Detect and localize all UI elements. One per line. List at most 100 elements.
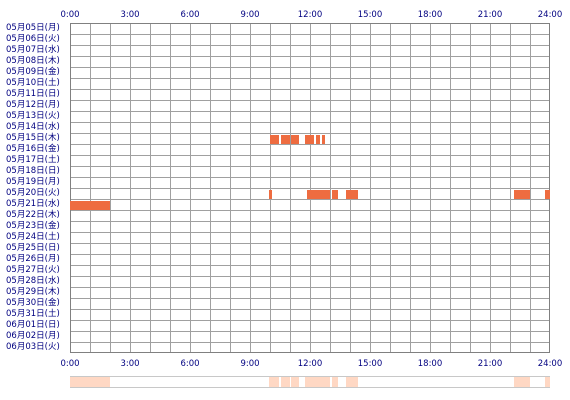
date-label: 05月06日(火) [6, 34, 60, 44]
summary-segment [307, 377, 330, 387]
date-label: 05月10日(土) [6, 78, 60, 88]
date-label: 05月09日(金) [6, 67, 60, 77]
hour-label: 0:00 [60, 10, 80, 20]
grid-day-line [71, 254, 549, 255]
date-label: 05月14日(水) [6, 122, 60, 132]
hour-label: 15:00 [357, 359, 383, 369]
date-label: 05月21日(水) [6, 199, 60, 209]
hour-label: 24:00 [537, 10, 563, 20]
daily-summary-bar [70, 376, 550, 388]
date-label: 06月02日(月) [6, 331, 60, 341]
grid-day-line [71, 210, 549, 211]
grid-day-line [71, 155, 549, 156]
grid-day-line [71, 111, 549, 112]
date-label: 05月24日(土) [6, 232, 60, 242]
grid-day-line [71, 177, 549, 178]
summary-segment [70, 377, 110, 387]
grid-day-line [71, 45, 549, 46]
date-label: 05月17日(土) [6, 155, 60, 165]
date-label: 05月31日(土) [6, 309, 60, 319]
date-label: 06月01日(日) [6, 320, 60, 330]
grid-day-line [71, 78, 549, 79]
grid-day-line [71, 298, 549, 299]
hour-label: 12:00 [297, 359, 323, 369]
summary-segment [545, 377, 550, 387]
grid-day-line [71, 166, 549, 167]
grid-day-line [71, 199, 549, 200]
activity-block [70, 201, 110, 210]
hour-label: 21:00 [477, 359, 503, 369]
date-label: 05月25日(日) [6, 243, 60, 253]
date-label: 05月18日(日) [6, 166, 60, 176]
hour-label: 6:00 [180, 359, 200, 369]
grid-day-line [71, 188, 549, 189]
activity-block [316, 135, 320, 144]
summary-segment [346, 377, 358, 387]
grid-day-line [71, 309, 549, 310]
grid-day-line [71, 342, 549, 343]
grid-day-line [71, 232, 549, 233]
date-label: 05月28日(水) [6, 276, 60, 286]
date-label: 05月07日(水) [6, 45, 60, 55]
hour-label: 21:00 [477, 10, 503, 20]
date-label: 05月15日(木) [6, 133, 60, 143]
activity-block [291, 135, 299, 144]
summary-segment [514, 377, 530, 387]
hour-label: 18:00 [417, 10, 443, 20]
activity-block [545, 190, 550, 199]
date-label: 05月22日(木) [6, 210, 60, 220]
date-label: 05月12日(月) [6, 100, 60, 110]
grid-day-line [71, 276, 549, 277]
grid-day-line [71, 56, 549, 57]
date-label: 05月08日(木) [6, 56, 60, 66]
date-label: 05月20日(火) [6, 188, 60, 198]
activity-block [270, 135, 279, 144]
date-label: 05月19日(月) [6, 177, 60, 187]
date-label: 05月30日(金) [6, 298, 60, 308]
grid-day-line [71, 133, 549, 134]
grid-day-line [71, 67, 549, 68]
hour-label: 12:00 [297, 10, 323, 20]
summary-segment [332, 377, 338, 387]
grid-day-line [71, 320, 549, 321]
grid-day-line [71, 89, 549, 90]
hour-label: 0:00 [60, 359, 80, 369]
grid-day-line [71, 287, 549, 288]
grid-day-line [71, 331, 549, 332]
timeline-grid [70, 23, 550, 353]
summary-segment [281, 377, 290, 387]
grid-day-line [71, 144, 549, 145]
summary-segment [270, 377, 279, 387]
date-label: 06月03日(火) [6, 342, 60, 352]
summary-segment [291, 377, 299, 387]
date-label: 05月05日(月) [6, 23, 60, 33]
hour-label: 15:00 [357, 10, 383, 20]
activity-block [346, 190, 358, 199]
hour-label: 9:00 [240, 359, 260, 369]
hour-label: 3:00 [120, 10, 140, 20]
hour-label: 24:00 [537, 359, 563, 369]
summary-segment [269, 377, 272, 387]
hour-label: 9:00 [240, 10, 260, 20]
date-label: 05月23日(金) [6, 221, 60, 231]
activity-block [305, 135, 314, 144]
activity-block [281, 135, 290, 144]
date-label: 05月26日(月) [6, 254, 60, 264]
date-label: 05月13日(火) [6, 111, 60, 121]
grid-day-line [71, 221, 549, 222]
grid-day-line [71, 34, 549, 35]
hour-label: 6:00 [180, 10, 200, 20]
date-label: 05月11日(日) [6, 89, 60, 99]
grid-day-line [71, 265, 549, 266]
date-label: 05月29日(木) [6, 287, 60, 297]
activity-block [322, 135, 325, 144]
grid-day-line [71, 243, 549, 244]
date-label: 05月27日(火) [6, 265, 60, 275]
hour-label: 18:00 [417, 359, 443, 369]
activity-block [307, 190, 330, 199]
activity-block [514, 190, 530, 199]
grid-day-line [71, 100, 549, 101]
activity-block [332, 190, 338, 199]
hour-label: 3:00 [120, 359, 140, 369]
